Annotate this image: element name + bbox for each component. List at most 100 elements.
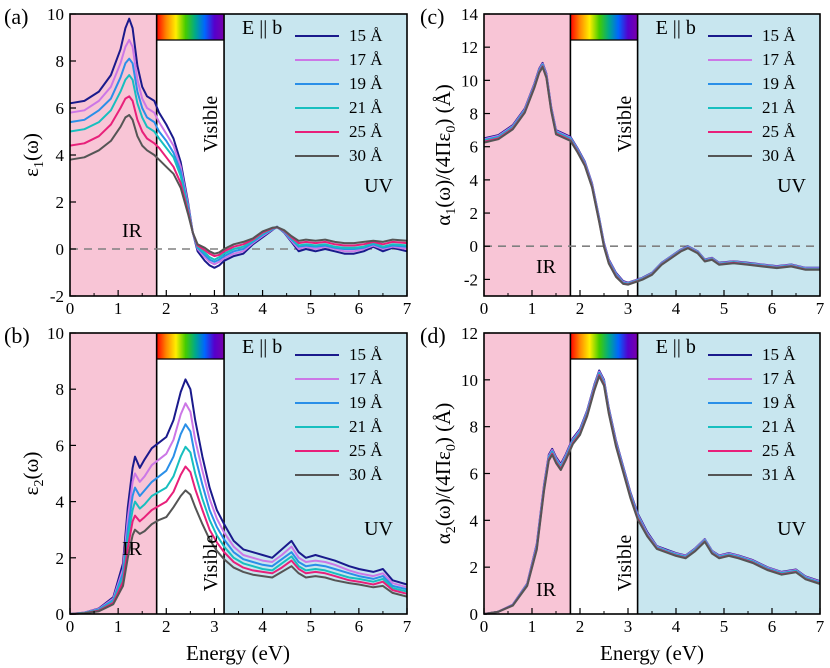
visible-label: Visible <box>200 96 222 153</box>
x-tick-label: 1 <box>528 299 537 318</box>
visible-label: Visible <box>614 535 636 592</box>
x-tick-label: 4 <box>258 299 267 318</box>
y-tick-label: 6 <box>56 99 65 118</box>
y-axis-title: α2(ω)/(4Πε0) (Å) <box>431 403 459 545</box>
y-axis-title-part: (ω)/(4Πε <box>431 132 455 207</box>
series-line-0 <box>69 378 408 615</box>
y-axis-title-part: α <box>431 215 455 226</box>
ir-label: IR <box>122 220 143 242</box>
y-tick-label: 4 <box>56 146 65 165</box>
uv-label: UV <box>364 518 393 540</box>
y-axis-title-part: (ω)/(4Πε <box>431 451 455 526</box>
y-tick-label: 0 <box>470 237 479 256</box>
x-tick-label: 2 <box>576 617 585 636</box>
legend-label-3: 21 Å <box>349 417 383 436</box>
x-tick-label: 5 <box>306 617 315 636</box>
y-tick-label: 10 <box>461 371 478 390</box>
y-axis-title-subscript: 1 <box>32 161 47 168</box>
panel-label: (a) <box>4 4 28 29</box>
x-tick-label: 0 <box>480 299 489 318</box>
y-axis-title-part: ε <box>19 168 43 177</box>
y-axis-title-part: (ω) <box>19 452 43 480</box>
legend-label-5: 30 Å <box>349 146 383 165</box>
y-tick-label: 6 <box>470 138 479 157</box>
legend-label-1: 17 Å <box>762 369 796 388</box>
x-tick-label: 6 <box>768 299 777 318</box>
y-axis-title-subscript: 0 <box>444 126 459 133</box>
y-tick-label: 10 <box>47 324 64 343</box>
y-tick-label: 0 <box>470 605 479 624</box>
y-axis-title: ε2(ω) <box>19 452 47 496</box>
ir-region <box>484 333 571 614</box>
x-tick-label: 4 <box>672 617 681 636</box>
x-tick-label: 3 <box>210 299 219 318</box>
y-tick-label: 2 <box>56 549 65 568</box>
x-tick-label: 5 <box>720 299 729 318</box>
legend-label-5: 30 Å <box>762 146 796 165</box>
panel-label: (b) <box>4 323 30 348</box>
y-tick-label: 12 <box>461 324 478 343</box>
y-tick-label: 0 <box>56 605 65 624</box>
legend-label-5: 31 Å <box>762 465 796 484</box>
y-axis-title-part: (ω) <box>19 133 43 161</box>
series-line-1 <box>69 402 408 615</box>
legend-label-0: 15 Å <box>762 345 796 364</box>
y-tick-label: 14 <box>461 5 479 24</box>
y-axis-title-part: ) (Å) <box>431 403 455 444</box>
panel-label: (c) <box>420 4 444 29</box>
legend-label-3: 21 Å <box>349 98 383 117</box>
y-tick-label: 8 <box>56 380 65 399</box>
legend-label-3: 21 Å <box>762 98 796 117</box>
series-line-4 <box>69 95 408 258</box>
y-tick-label: 6 <box>56 436 65 455</box>
y-axis-title-subscript: 0 <box>444 444 459 451</box>
ir-region <box>484 14 571 296</box>
legend-label-0: 15 Å <box>349 345 383 364</box>
series-line-5 <box>483 66 820 286</box>
x-tick-label: 2 <box>162 299 171 318</box>
y-tick-label: 4 <box>470 171 479 190</box>
uv-label: UV <box>777 175 806 197</box>
polarization-label: E || b <box>242 336 282 358</box>
y-tick-label: 2 <box>470 204 479 223</box>
y-tick-label: 0 <box>56 240 65 259</box>
visible-spectrum-bar <box>156 14 225 40</box>
series-line-5 <box>69 489 408 615</box>
y-axis-title-part: α <box>431 533 455 544</box>
y-tick-label: 4 <box>56 493 65 512</box>
visible-label: Visible <box>614 96 636 153</box>
x-tick-label: 5 <box>720 617 729 636</box>
legend-label-5: 30 Å <box>349 465 383 484</box>
x-tick-label: 7 <box>816 299 825 318</box>
y-axis-title-part: ) (Å) <box>431 84 455 125</box>
x-tick-label: 4 <box>258 617 267 636</box>
x-tick-label: 5 <box>306 299 315 318</box>
series-line-5 <box>69 114 408 255</box>
x-tick-label: 2 <box>162 617 171 636</box>
legend-label-1: 17 Å <box>349 50 383 69</box>
polarization-label: E || b <box>656 336 696 358</box>
series-line-4 <box>69 465 408 615</box>
legend-label-2: 19 Å <box>762 74 796 93</box>
x-tick-label: 1 <box>528 617 537 636</box>
series-line-3 <box>69 74 408 261</box>
uv-label: UV <box>364 175 393 197</box>
x-tick-label: 0 <box>66 617 75 636</box>
y-tick-label: 4 <box>470 511 479 530</box>
x-tick-label: 0 <box>480 617 489 636</box>
panel-label: (d) <box>420 323 446 348</box>
legend-label-1: 17 Å <box>349 369 383 388</box>
polarization-label: E || b <box>242 17 282 39</box>
y-axis-title-part: ε <box>19 486 43 495</box>
series-line-5 <box>483 375 821 615</box>
x-axis-title-left: Energy (eV) <box>186 641 290 665</box>
x-tick-label: 3 <box>624 617 633 636</box>
x-tick-label: 1 <box>114 299 123 318</box>
series-line-3 <box>69 445 408 615</box>
legend-label-0: 15 Å <box>349 26 383 45</box>
series-line-1 <box>69 38 408 266</box>
